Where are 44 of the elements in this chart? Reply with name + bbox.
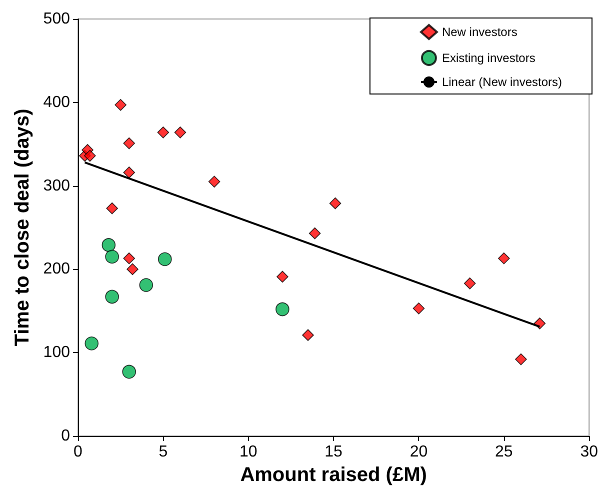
x-tick-label: 30 (580, 444, 598, 460)
point (498, 252, 510, 264)
legend-label: Linear (New investors) (442, 75, 562, 89)
y-tick-label: 400 (43, 94, 70, 111)
point (157, 126, 170, 138)
point (329, 197, 342, 210)
y-tick-label: 300 (43, 177, 70, 194)
point (102, 238, 116, 252)
point (105, 290, 119, 304)
point (515, 353, 527, 366)
point (302, 329, 314, 341)
point (158, 252, 172, 266)
point (123, 252, 136, 264)
point (106, 202, 118, 214)
y-axis-title: Time to close deal (days) (11, 108, 34, 346)
x-tick-label: 10 (239, 444, 258, 460)
point (123, 166, 136, 178)
x-tick-label: 5 (158, 444, 168, 460)
point (308, 227, 321, 240)
x-tick-label: 15 (324, 444, 343, 460)
y-tick-label: 100 (43, 344, 70, 362)
point (126, 263, 138, 276)
x-tick-label: 20 (410, 444, 428, 460)
point (174, 126, 186, 138)
y-tick-label: 200 (43, 260, 70, 278)
x-axis-title: Amount raised (£M) (240, 464, 427, 486)
x-tick-label: 0 (74, 444, 83, 460)
point (276, 302, 290, 316)
point (276, 270, 288, 283)
legend-label: New investors (442, 25, 518, 39)
point (114, 99, 126, 111)
y-tick-label: 500 (43, 10, 70, 28)
x-tick-label: 25 (495, 444, 513, 460)
y-tick-label: 0 (61, 428, 70, 444)
point (139, 278, 154, 292)
point (464, 277, 476, 290)
point (105, 250, 119, 264)
legend-label: Existing investors (442, 51, 536, 65)
point (84, 336, 99, 350)
point (123, 137, 136, 150)
point (412, 302, 425, 314)
point (84, 150, 96, 162)
point (122, 364, 136, 379)
point (208, 176, 220, 188)
